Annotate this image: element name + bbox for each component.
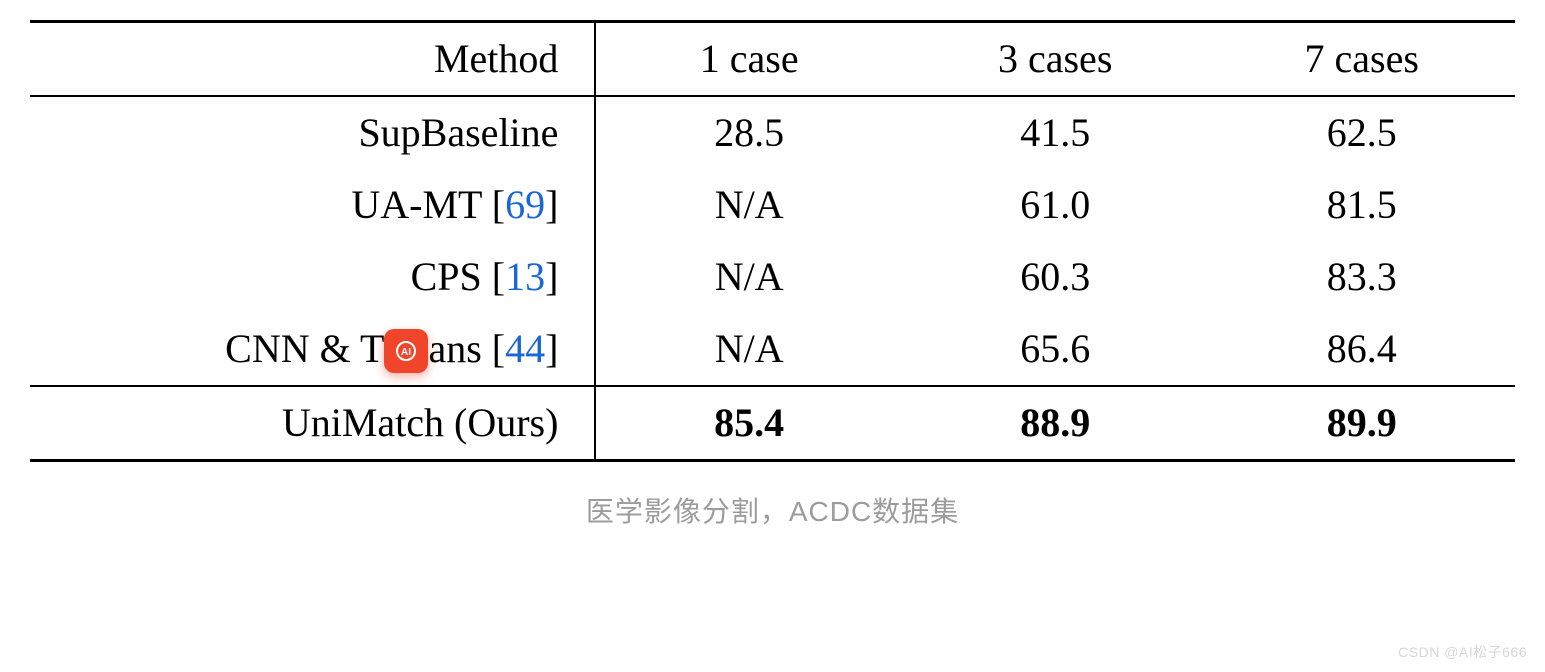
value-cell: 85.4 bbox=[595, 386, 902, 461]
method-name-part1: CNN & T bbox=[225, 326, 384, 371]
method-cell: SupBaseline bbox=[30, 96, 595, 169]
method-cell: UniMatch (Ours) bbox=[30, 386, 595, 461]
value-cell: 28.5 bbox=[595, 96, 902, 169]
col-header-method: Method bbox=[30, 22, 595, 97]
citation-link[interactable]: 44 bbox=[505, 326, 545, 371]
col-header-3cases: 3 cases bbox=[902, 22, 1209, 97]
value-cell: 62.5 bbox=[1208, 96, 1515, 169]
figure-caption: 医学影像分割，ACDC数据集 bbox=[30, 490, 1515, 530]
value-cell: 61.0 bbox=[902, 169, 1209, 241]
value-cell: 65.6 bbox=[902, 313, 1209, 386]
method-name: UniMatch (Ours) bbox=[282, 400, 559, 445]
table-row: UA-MT [69] N/A 61.0 81.5 bbox=[30, 169, 1515, 241]
value-cell: 86.4 bbox=[1208, 313, 1515, 386]
value-cell: 83.3 bbox=[1208, 241, 1515, 313]
citation-link[interactable]: 13 bbox=[505, 254, 545, 299]
value-cell: N/A bbox=[595, 169, 902, 241]
value-cell: 60.3 bbox=[902, 241, 1209, 313]
ref-bracket-open: [ bbox=[492, 182, 505, 227]
ref-bracket-close: ] bbox=[545, 254, 558, 299]
method-name: CPS bbox=[411, 254, 482, 299]
method-cell: UA-MT [69] bbox=[30, 169, 595, 241]
value-cell: N/A bbox=[595, 241, 902, 313]
table-row: CNN & T AI ans [44] N/A 65.6 86.4 bbox=[30, 313, 1515, 386]
col-header-1case: 1 case bbox=[595, 22, 902, 97]
citation-link[interactable]: 69 bbox=[505, 182, 545, 227]
method-name-part2: ans bbox=[428, 326, 481, 371]
method-cell: CNN & T AI ans [44] bbox=[30, 313, 595, 386]
method-cell: CPS [13] bbox=[30, 241, 595, 313]
col-header-7cases: 7 cases bbox=[1208, 22, 1515, 97]
table-row: CPS [13] N/A 60.3 83.3 bbox=[30, 241, 1515, 313]
value-cell: 89.9 bbox=[1208, 386, 1515, 461]
value-cell: 41.5 bbox=[902, 96, 1209, 169]
watermark-text: CSDN @AI松子666 bbox=[1398, 642, 1527, 662]
method-name: UA-MT bbox=[351, 182, 481, 227]
ref-bracket-close: ] bbox=[545, 326, 558, 371]
results-table: Method 1 case 3 cases 7 cases SupBaselin… bbox=[30, 20, 1515, 462]
value-cell: N/A bbox=[595, 313, 902, 386]
table-row: UniMatch (Ours) 85.4 88.9 89.9 bbox=[30, 386, 1515, 461]
method-name: SupBaseline bbox=[358, 110, 558, 155]
table: Method 1 case 3 cases 7 cases SupBaselin… bbox=[30, 20, 1515, 462]
value-cell: 88.9 bbox=[902, 386, 1209, 461]
svg-text:AI: AI bbox=[401, 347, 411, 358]
ref-bracket-open: [ bbox=[492, 254, 505, 299]
ref-bracket-open: [ bbox=[492, 326, 505, 371]
table-row: SupBaseline 28.5 41.5 62.5 bbox=[30, 96, 1515, 169]
value-cell: 81.5 bbox=[1208, 169, 1515, 241]
table-header-row: Method 1 case 3 cases 7 cases bbox=[30, 22, 1515, 97]
ref-bracket-close: ] bbox=[545, 182, 558, 227]
ai-icon: AI bbox=[384, 329, 428, 373]
